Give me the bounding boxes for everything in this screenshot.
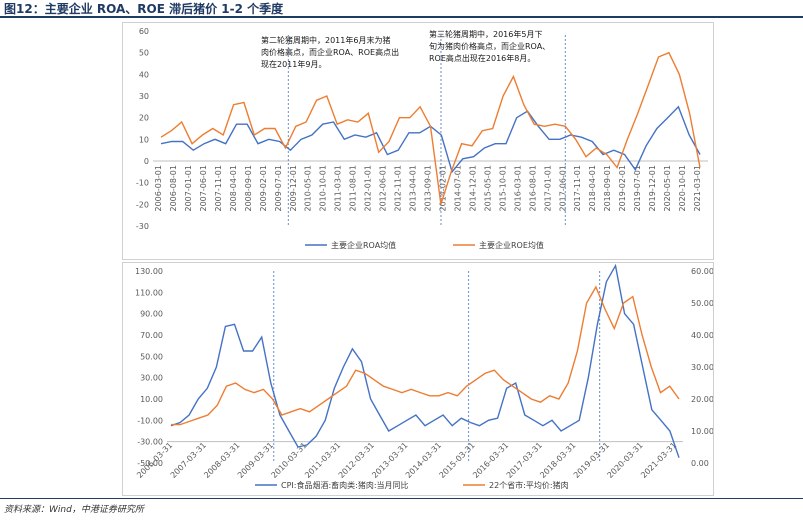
y-left-tick-label: 30.00	[140, 374, 163, 383]
x-tick-label: 2014-02-01	[438, 165, 447, 212]
legend-label: 主要企业ROE均值	[479, 240, 544, 250]
x-tick-label: 2021-03-01	[693, 165, 702, 212]
x-tick-label: 2007-11-01	[214, 165, 223, 212]
series-line-roe	[160, 51, 701, 205]
annotation-text: 第二轮猪周期中，2011年6月末为猪	[261, 35, 390, 45]
roa-roe-chart: 60 50 40 30 20 10 0 -10 -20 -30 2006-03-01 2006-08-…	[136, 27, 708, 250]
y-right-tick-label: 50.00	[691, 299, 713, 308]
x-tick-label: 2009-12-01	[289, 165, 298, 212]
y-left-tick-label: 10.00	[140, 395, 163, 404]
x-tick-label: 2016-03-01	[513, 165, 522, 212]
footer-rule	[0, 498, 803, 499]
x-tick-label: 2018-04-01	[588, 165, 597, 212]
title-rule	[0, 16, 803, 18]
x-tick-label: 2021-03-31	[639, 441, 678, 480]
y-left-tick-label: -10.00	[137, 416, 163, 425]
y-tick-label: 60	[139, 27, 149, 36]
x-tick-label: 2006-03-01	[154, 165, 163, 212]
x-tick-label: 2010-10-01	[319, 165, 328, 212]
source-note: 资料来源：Wind，中港证券研究所	[4, 505, 144, 515]
annotation-text: 现在2011年9月。	[261, 59, 326, 69]
x-tick-label: 2019-02-01	[618, 165, 627, 212]
legend-label: 22个省市:平均价:猪肉	[489, 480, 569, 490]
x-tick-label: 2011-08-01	[349, 165, 358, 212]
y-left-tick-label: 50.00	[140, 352, 163, 361]
pork-price-chart-panel: 130.00 110.00 90.00 70.00 50.00 30.00 10.00 -10…	[122, 262, 714, 496]
y-tick-label: 40	[139, 70, 149, 79]
x-tick-label: 2014-12-01	[468, 165, 477, 212]
y-tick-label: 50	[139, 49, 149, 58]
annotation-text: 第三轮猪周期中，2016年5月下	[429, 29, 542, 39]
y-tick-label: 0	[144, 157, 149, 166]
x-tick-label: 2010-05-01	[304, 165, 313, 212]
x-tick-label: 2019-07-01	[633, 165, 642, 212]
y-left-tick-label: 70.00	[140, 331, 163, 340]
x-tick-label: 2012-11-01	[394, 165, 403, 212]
y-tick-label: 10	[139, 135, 149, 144]
y-left-tick-label: 90.00	[140, 310, 163, 319]
x-tick-label: 2017-06-01	[558, 165, 567, 212]
y-tick-label: -10	[136, 179, 149, 188]
y-left-tick-label: -30.00	[137, 438, 163, 447]
y-tick-label: -30	[136, 222, 149, 231]
y-right-tick-label: 0.00	[691, 459, 709, 468]
x-tick-label: 2011-03-01	[334, 165, 343, 212]
x-tick-label: 2015-05-01	[483, 165, 492, 212]
y-right-tick-label: 20.00	[691, 395, 713, 404]
series-line-pork-avg-price	[171, 285, 680, 426]
x-tick-label: 2017-11-01	[573, 165, 582, 212]
annotation-text: 旬为猪肉价格高点，而企业ROA、	[429, 41, 550, 51]
annotation-text: ROE高点出现在2016年8月。	[429, 53, 535, 63]
legend-label: 主要企业ROA均值	[331, 240, 396, 250]
y-right-tick-label: 30.00	[691, 363, 713, 372]
x-tick-label: 2012-01-01	[364, 165, 373, 212]
y-left-tick-label: 110.00	[135, 288, 163, 297]
x-tick-label: 2020-10-01	[678, 165, 687, 212]
x-tick-label: 2017-01-01	[543, 165, 552, 212]
x-tick-label: 2009-07-01	[274, 165, 283, 212]
figure-title: 图12：主要企业 ROA、ROE 滞后猪价 1-2 个季度	[4, 2, 284, 16]
y-right-tick-label: 10.00	[691, 427, 713, 436]
y-right-tick-label: 60.00	[691, 267, 713, 276]
y-left-tick-label: 130.00	[135, 267, 163, 276]
x-tick-label: 2012-06-01	[379, 165, 388, 212]
x-tick-label: 2007-01-01	[184, 165, 193, 212]
y-tick-label: -20	[136, 200, 149, 209]
x-tick-label: 2014-07-01	[453, 165, 462, 212]
legend-label: CPI:食品烟酒:畜肉类:猪肉:当月同比	[281, 480, 409, 490]
x-tick-label: 2006-08-01	[169, 165, 178, 212]
x-tick-label: 2015-10-01	[498, 165, 507, 212]
y-right-tick-label: 40.00	[691, 331, 713, 340]
annotation-text: 肉价格高点，而企业ROA、ROE高点出	[261, 47, 399, 57]
x-tick-label: 2013-04-01	[409, 165, 418, 212]
x-tick-label: 2018-09-01	[603, 165, 612, 212]
y-left-tick-label: -50.00	[137, 459, 163, 468]
x-tick-label: 2019-12-01	[648, 165, 657, 212]
x-tick-label: 2013-09-01	[424, 165, 433, 212]
x-tick-label: 2008-04-01	[229, 165, 238, 212]
x-tick-label: 2016-08-01	[528, 165, 537, 212]
y-tick-label: 30	[139, 92, 149, 101]
x-tick-label: 2009-02-01	[259, 165, 268, 212]
pork-price-chart: 130.00 110.00 90.00 70.00 50.00 30.00 10.00 -10…	[135, 263, 713, 490]
x-tick-label: 2020-05-01	[663, 165, 672, 212]
series-line-cpi-pork-yoy	[170, 263, 680, 458]
x-tick-label: 2008-09-01	[244, 165, 253, 212]
x-tick-label: 2007-06-01	[199, 165, 208, 212]
y-tick-label: 20	[139, 114, 149, 123]
roa-roe-chart-panel: 60 50 40 30 20 10 0 -10 -20 -30 2006-03-01 2006-08-…	[122, 22, 714, 260]
